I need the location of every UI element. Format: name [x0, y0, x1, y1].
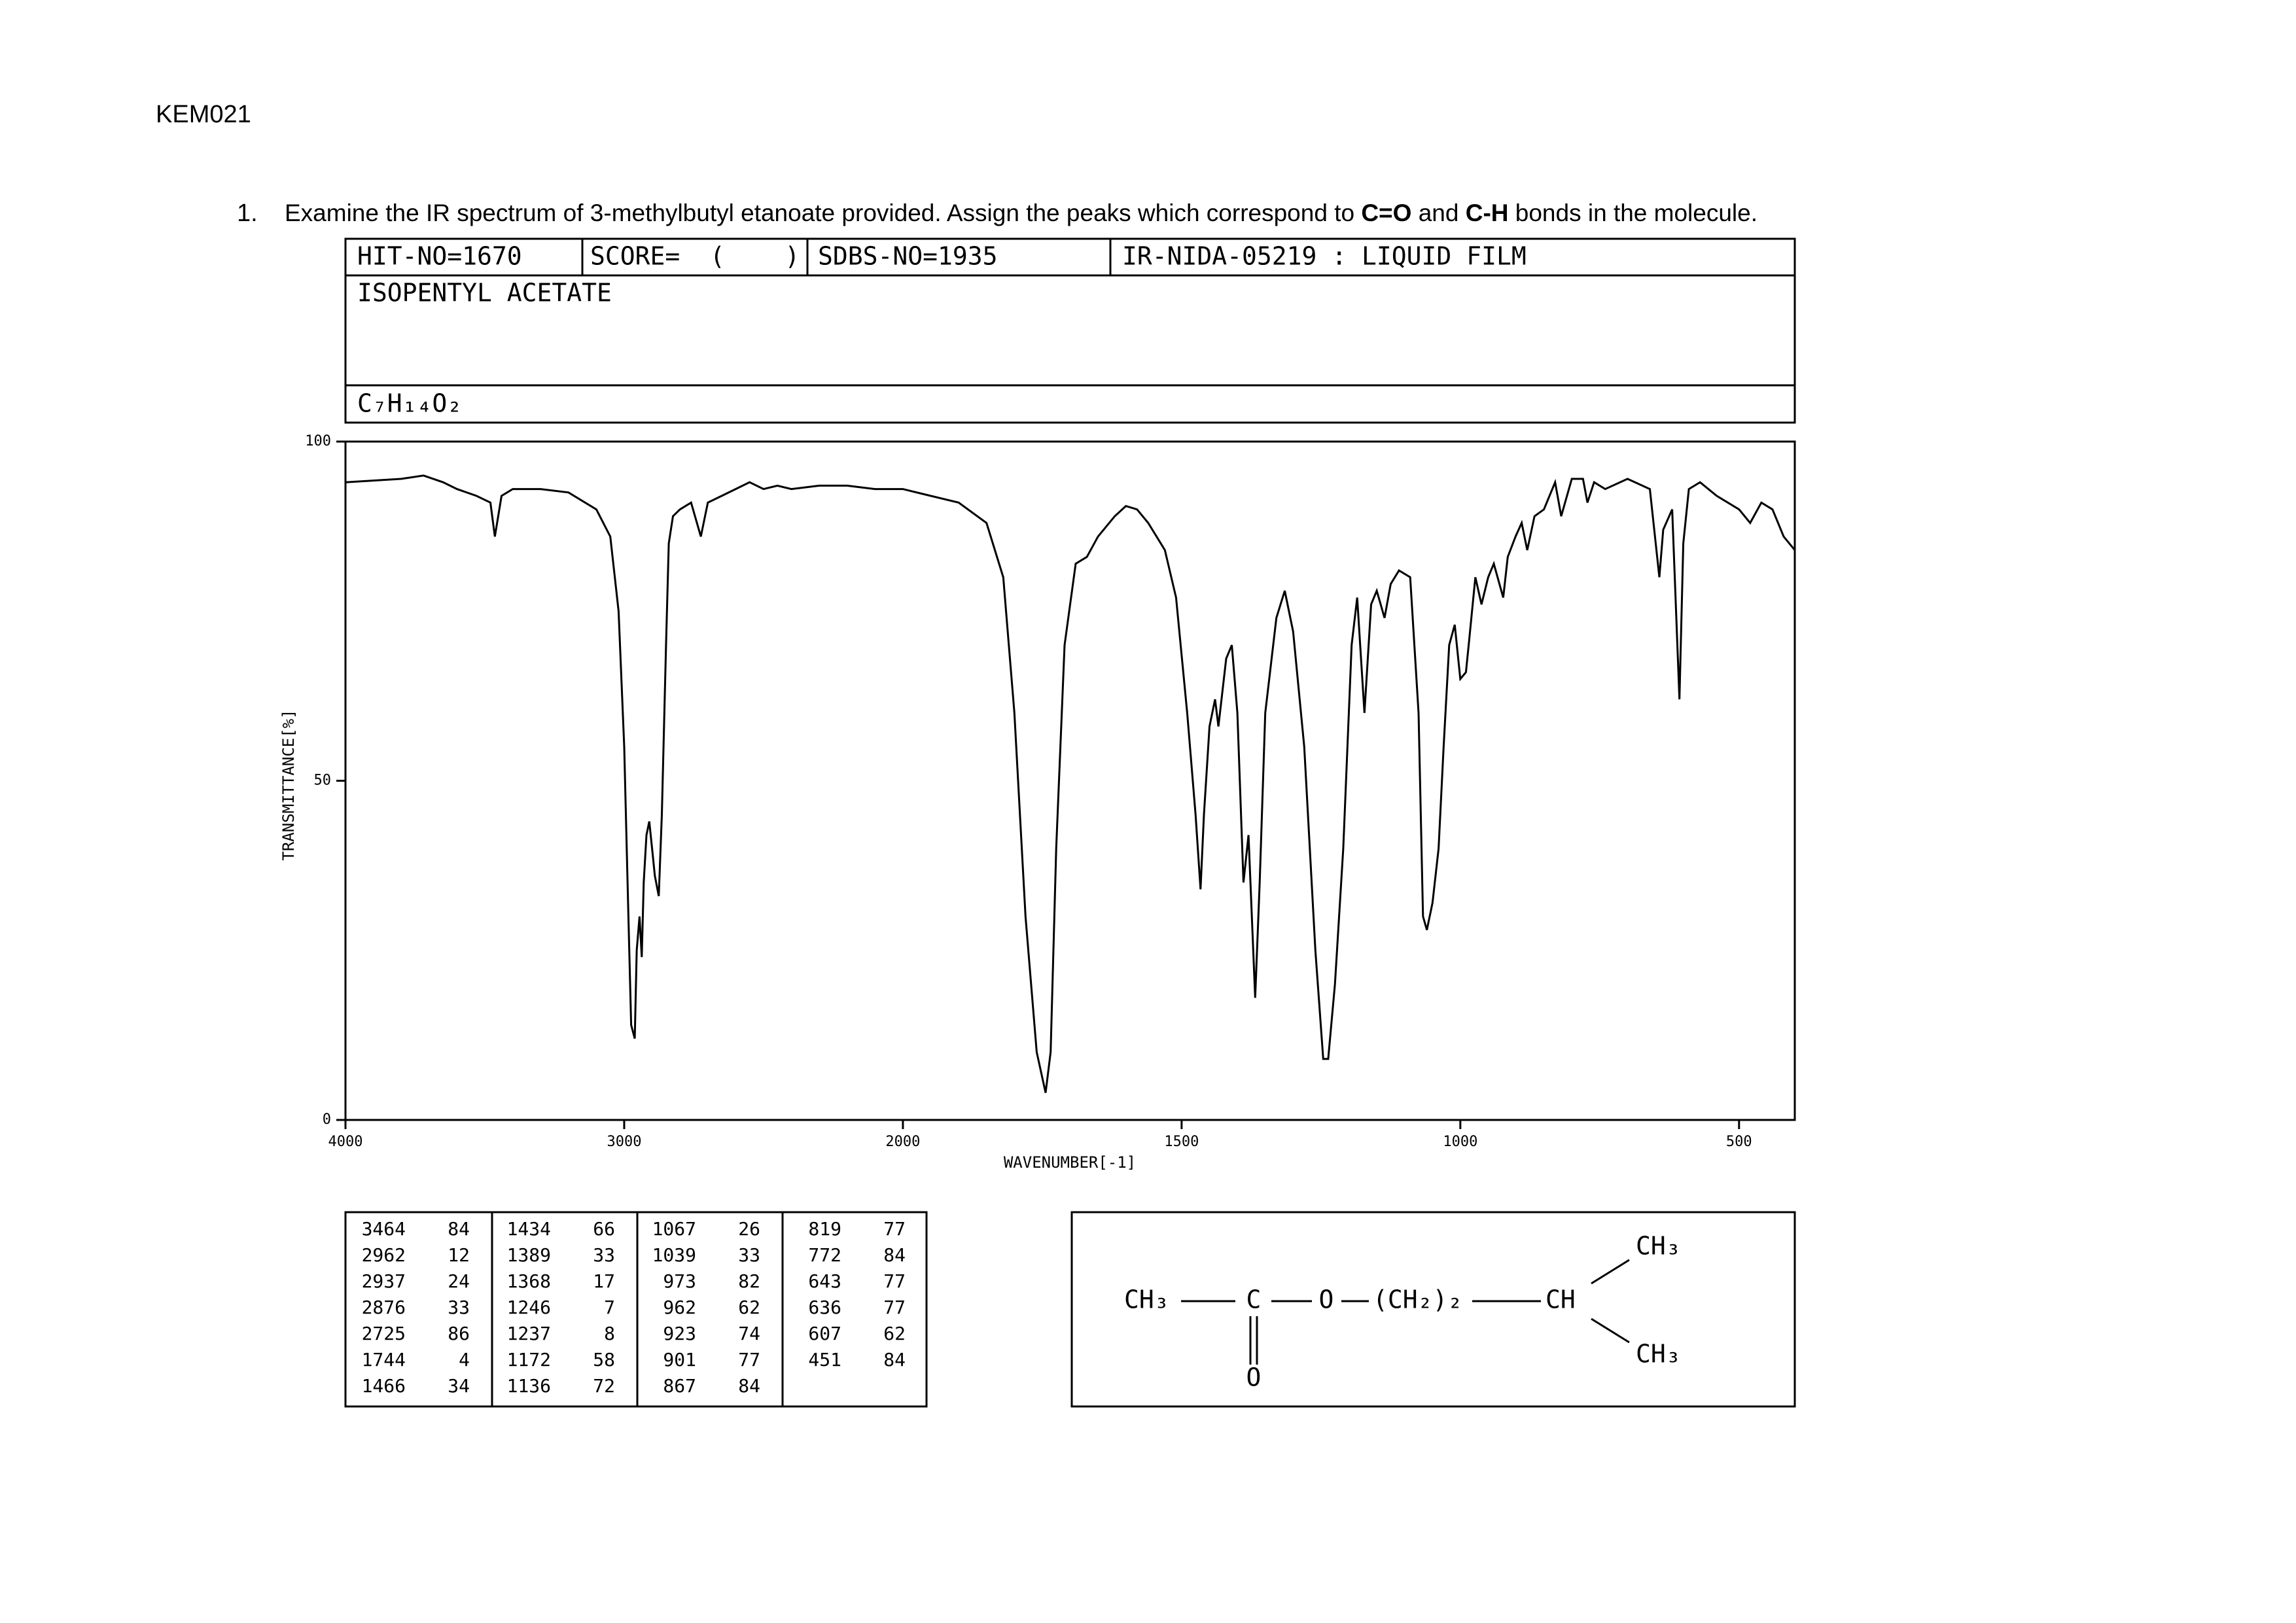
peak-wavenumber: 607 — [808, 1323, 841, 1344]
chart: TRANSMITTANCE[%] WAVENUMBER[-1] 0 50 100 40… — [279, 433, 1796, 1172]
atom-label: O — [1246, 1363, 1262, 1392]
peak-transmittance: 24 — [448, 1270, 470, 1292]
atom-label: C — [1246, 1285, 1262, 1314]
question-part: C-H — [1466, 200, 1509, 226]
peak-wavenumber: 2725 — [362, 1323, 406, 1344]
peak-transmittance: 33 — [738, 1244, 760, 1266]
x-tick-label: 1000 — [1443, 1134, 1477, 1150]
peak-transmittance: 62 — [883, 1323, 906, 1344]
x-tick-label: 3000 — [607, 1134, 641, 1150]
peak-transmittance: 26 — [738, 1218, 760, 1240]
peak-wavenumber: 1039 — [652, 1244, 696, 1266]
peak-wavenumber: 1434 — [507, 1218, 551, 1240]
peak-transmittance: 84 — [448, 1218, 470, 1240]
record-frame — [344, 237, 1796, 424]
peak-wavenumber: 1237 — [507, 1323, 551, 1344]
y-tick-label: 0 — [323, 1111, 331, 1128]
peak-wavenumber: 2937 — [362, 1270, 406, 1292]
x-axis-label: WAVENUMBER[-1] — [1004, 1153, 1136, 1172]
peak-transmittance: 82 — [738, 1270, 760, 1292]
x-tick-label: 1500 — [1164, 1134, 1199, 1150]
peak-transmittance: 33 — [448, 1297, 470, 1318]
bond — [1591, 1318, 1630, 1344]
peak-wavenumber: 636 — [808, 1297, 841, 1318]
question-part: C=O — [1361, 200, 1411, 226]
atom-label: (CH₂)₂ — [1373, 1285, 1462, 1314]
peak-transmittance: 4 — [459, 1349, 470, 1370]
peak-wavenumber: 1744 — [362, 1349, 406, 1370]
peak-wavenumber: 3464 — [362, 1218, 406, 1240]
peak-transmittance: 84 — [883, 1349, 906, 1370]
peak-transmittance: 62 — [738, 1297, 760, 1318]
peak-wavenumber: 901 — [663, 1349, 696, 1370]
question-number: 1. — [237, 200, 258, 227]
peak-wavenumber: 2962 — [362, 1244, 406, 1266]
peak-wavenumber: 643 — [808, 1270, 841, 1292]
peak-transmittance: 17 — [593, 1270, 615, 1292]
peak-transmittance: 72 — [593, 1375, 615, 1397]
atom-label: CH₃ — [1636, 1340, 1681, 1369]
atom-label: O — [1319, 1285, 1334, 1314]
peak-transmittance: 74 — [738, 1323, 760, 1344]
peak-transmittance: 58 — [593, 1349, 615, 1370]
peak-wavenumber: 962 — [663, 1297, 696, 1318]
peak-wavenumber: 973 — [663, 1270, 696, 1292]
peak-transmittance: 84 — [883, 1244, 906, 1266]
peak-wavenumber: 1246 — [507, 1297, 551, 1318]
x-tick-label: 500 — [1726, 1134, 1752, 1150]
record-box: HIT-NO=1670 SCORE= ( ) SDBS-NO=1935 IR-N… — [344, 237, 1796, 424]
peak-wavenumber: 923 — [663, 1323, 696, 1344]
table-frame — [344, 1211, 928, 1408]
bond — [1591, 1259, 1630, 1285]
question-part: bonds in the molecule. — [1509, 200, 1758, 226]
peak-wavenumber: 1368 — [507, 1270, 551, 1292]
peak-wavenumber: 2876 — [362, 1297, 406, 1318]
hit-no: HIT-NO=1670 — [357, 242, 522, 271]
spectrum-line — [345, 474, 1796, 1093]
peak-wavenumber: 1172 — [507, 1349, 551, 1370]
peak-wavenumber: 1067 — [652, 1218, 696, 1240]
peak-transmittance: 8 — [604, 1323, 615, 1344]
peak-transmittance: 33 — [593, 1244, 615, 1266]
peak-transmittance: 77 — [738, 1349, 760, 1370]
peak-wavenumber: 772 — [808, 1244, 841, 1266]
peak-transmittance: 12 — [448, 1244, 470, 1266]
y-tick-label: 100 — [305, 433, 331, 449]
atom-label: CH₃ — [1636, 1232, 1681, 1261]
structure-frame — [1070, 1211, 1796, 1408]
compound-name: ISOPENTYL ACETATE — [357, 279, 612, 307]
atom-label: CH — [1545, 1285, 1576, 1314]
question-part: Examine the IR spectrum of 3-methylbutyl… — [285, 200, 1361, 226]
peak-wavenumber: 867 — [663, 1375, 696, 1397]
peak-transmittance: 77 — [883, 1270, 906, 1292]
formula: C₇H₁₄O₂ — [357, 389, 462, 418]
y-axis-label: TRANSMITTANCE[%] — [279, 709, 298, 860]
peak-wavenumber: 451 — [808, 1349, 841, 1370]
peak-wavenumber: 1389 — [507, 1244, 551, 1266]
question-part: and — [1411, 200, 1465, 226]
doc-code: KEM021 — [156, 101, 251, 128]
x-tick-label: 4000 — [328, 1134, 363, 1150]
peak-transmittance: 7 — [604, 1297, 615, 1318]
peak-wavenumber: 819 — [808, 1218, 841, 1240]
question-text: Examine the IR spectrum of 3-methylbutyl… — [285, 200, 1757, 226]
x-tick-label: 2000 — [885, 1134, 920, 1150]
peak-wavenumber: 1136 — [507, 1375, 551, 1397]
peak-table: 3464 84 2962 12 2937 24 2876 33 2725 86 1744 4 1466 3… — [344, 1211, 928, 1408]
structure: CH₃ C O (CH₂)₂ CH CH₃ CH₃ O — [1070, 1211, 1796, 1408]
score: SCORE= ( ) — [590, 242, 800, 271]
peak-transmittance: 77 — [883, 1218, 906, 1240]
y-tick-label: 50 — [314, 773, 332, 789]
peak-transmittance: 66 — [593, 1218, 615, 1240]
atom-label: CH₃ — [1124, 1285, 1169, 1314]
peak-transmittance: 34 — [448, 1375, 470, 1397]
sdbs-no: SDBS-NO=1935 — [818, 242, 998, 271]
peak-wavenumber: 1466 — [362, 1375, 406, 1397]
ir-code: IR-NIDA-05219 : LIQUID FILM — [1122, 242, 1527, 271]
peak-transmittance: 84 — [738, 1375, 760, 1397]
peak-transmittance: 86 — [448, 1323, 470, 1344]
peak-transmittance: 77 — [883, 1297, 906, 1318]
